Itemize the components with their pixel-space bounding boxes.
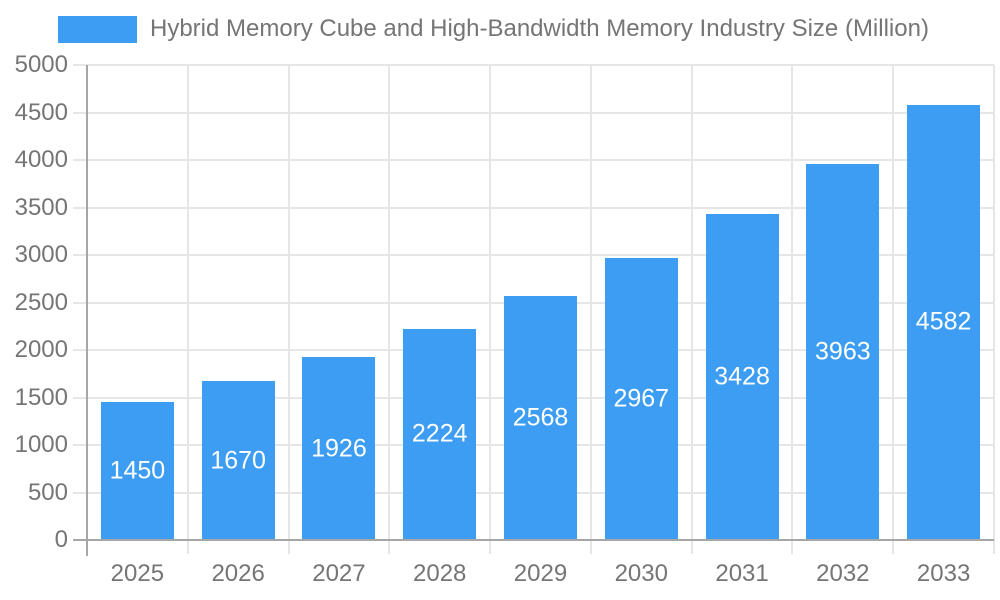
bar bbox=[907, 104, 981, 540]
bar-value-label: 3428 bbox=[714, 362, 770, 391]
y-axis-tick-label: 1000 bbox=[14, 431, 68, 458]
x-gridline bbox=[791, 65, 794, 554]
bar bbox=[100, 402, 174, 540]
bar bbox=[705, 214, 779, 540]
bar-value-label: 2224 bbox=[411, 419, 468, 448]
y-axis-tick-label: 0 bbox=[54, 526, 68, 553]
y-gridline bbox=[73, 64, 994, 66]
x-axis-tick-label: 2025 bbox=[110, 560, 165, 587]
x-gridline bbox=[388, 65, 391, 554]
bar bbox=[201, 381, 275, 540]
bar-value-label: 2568 bbox=[512, 403, 569, 432]
bar bbox=[403, 328, 477, 540]
x-gridline bbox=[589, 65, 592, 554]
bar bbox=[604, 258, 678, 540]
y-axis-tick-label: 1500 bbox=[14, 383, 68, 411]
y-axis-line bbox=[86, 65, 88, 556]
y-axis-tick-label: 4000 bbox=[14, 146, 68, 173]
x-gridline bbox=[186, 65, 189, 554]
x-axis-tick-label: 2028 bbox=[413, 560, 467, 587]
y-gridline bbox=[73, 111, 994, 114]
y-axis-tick-label: 5000 bbox=[14, 51, 68, 78]
bar-value-label: 1926 bbox=[311, 434, 367, 462]
x-axis-tick-label: 2032 bbox=[816, 560, 870, 587]
bar-value-label: 3963 bbox=[815, 337, 871, 366]
x-gridline bbox=[489, 65, 492, 554]
y-axis-tick-label: 2000 bbox=[14, 336, 68, 363]
y-gridline bbox=[73, 159, 994, 161]
y-axis-tick-label: 500 bbox=[27, 478, 68, 506]
legend-label: Hybrid Memory Cube and High-Bandwidth Me… bbox=[150, 15, 929, 42]
y-axis-tick-label: 3000 bbox=[14, 241, 68, 268]
bar-value-label: 1670 bbox=[210, 446, 266, 475]
x-axis-tick-label: 2033 bbox=[916, 560, 971, 587]
x-axis-tick-label: 2026 bbox=[211, 560, 265, 587]
bar-value-label: 4582 bbox=[915, 307, 972, 336]
bar bbox=[504, 296, 577, 540]
x-gridline bbox=[993, 65, 995, 554]
x-gridline bbox=[892, 65, 895, 554]
y-axis-tick-label: 3500 bbox=[14, 193, 68, 221]
x-axis-tick-label: 2027 bbox=[312, 560, 366, 587]
y-axis-tick-label: 4500 bbox=[14, 98, 68, 126]
legend-swatch bbox=[58, 15, 137, 43]
bar bbox=[806, 163, 880, 540]
y-gridline bbox=[73, 254, 994, 256]
y-gridline bbox=[73, 206, 994, 209]
bar bbox=[302, 357, 376, 540]
bar-value-label: 2967 bbox=[613, 384, 670, 413]
x-axis-line bbox=[73, 539, 994, 541]
x-axis-tick-label: 2031 bbox=[715, 560, 769, 587]
bar-value-label: 1450 bbox=[109, 456, 166, 485]
x-axis-tick-label: 2030 bbox=[614, 560, 668, 587]
x-gridline bbox=[287, 65, 290, 554]
legend[interactable]: Hybrid Memory Cube and High-Bandwidth Me… bbox=[58, 15, 929, 43]
x-axis-tick-label: 2029 bbox=[513, 560, 568, 587]
y-axis-tick-label: 2500 bbox=[14, 288, 68, 316]
x-gridline bbox=[690, 65, 693, 554]
